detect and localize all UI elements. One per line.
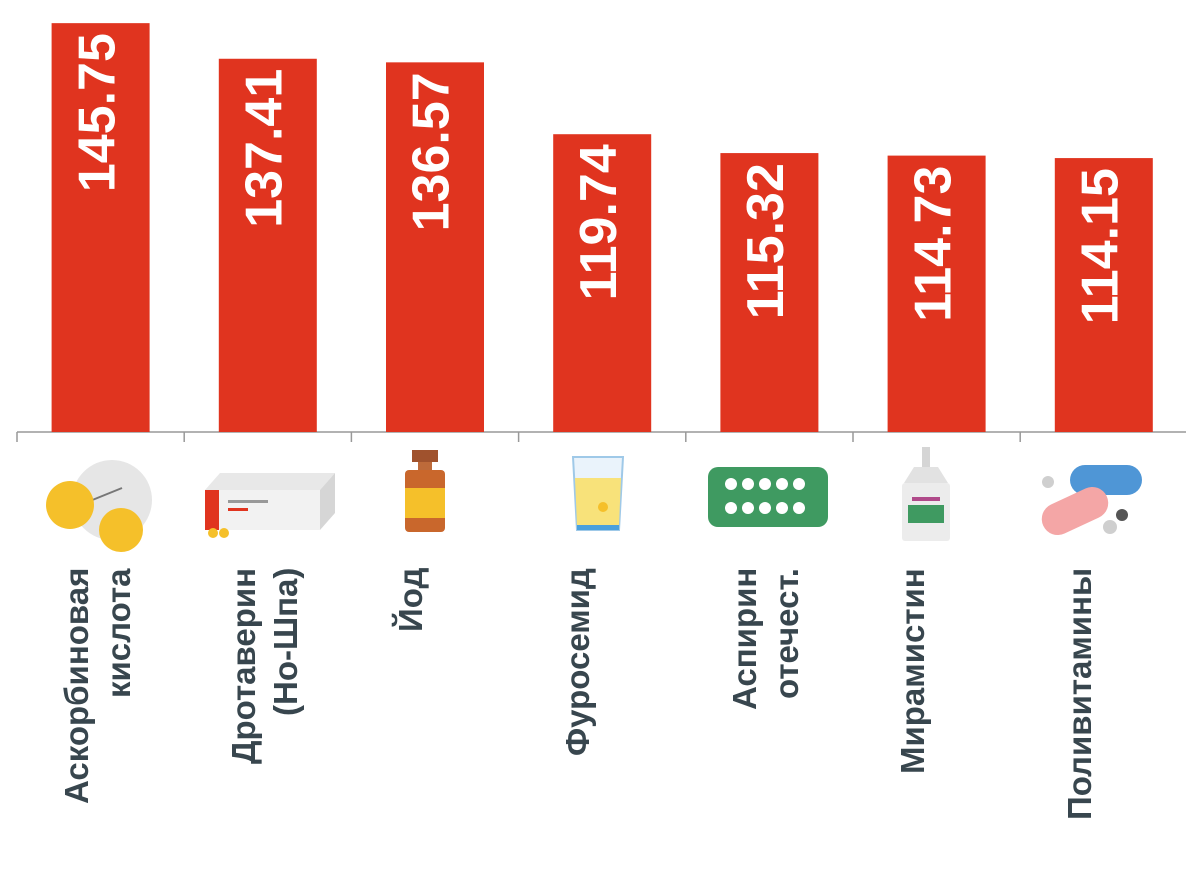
x-tick-label: Мирамистин — [893, 568, 931, 774]
bar — [1054, 158, 1153, 432]
value-label: 145.75 — [68, 33, 126, 192]
bar — [887, 155, 986, 432]
value-label: 114.73 — [904, 166, 962, 322]
bar — [553, 134, 652, 432]
x-tick-label: Поливитамины — [1060, 568, 1098, 821]
value-label: 137.41 — [236, 69, 294, 228]
value-label: 114.15 — [1072, 168, 1130, 324]
x-tick-label: Аспирин отечест. — [726, 568, 806, 711]
value-label: 115.32 — [737, 163, 795, 319]
value-label: 119.74 — [570, 144, 628, 300]
icons — [46, 447, 1142, 552]
bar — [720, 153, 819, 432]
x-tick-label: Дротаверин (Но-Шпа) — [224, 568, 304, 765]
bar — [386, 62, 484, 432]
bar — [51, 23, 150, 433]
value-label: 136.57 — [403, 72, 461, 231]
x-tick-label: Йод — [392, 568, 429, 633]
x-tick-label: Фуросемид — [559, 568, 597, 756]
bar — [218, 58, 317, 432]
x-tick-label: Аскорбиновая кислота — [57, 568, 137, 805]
